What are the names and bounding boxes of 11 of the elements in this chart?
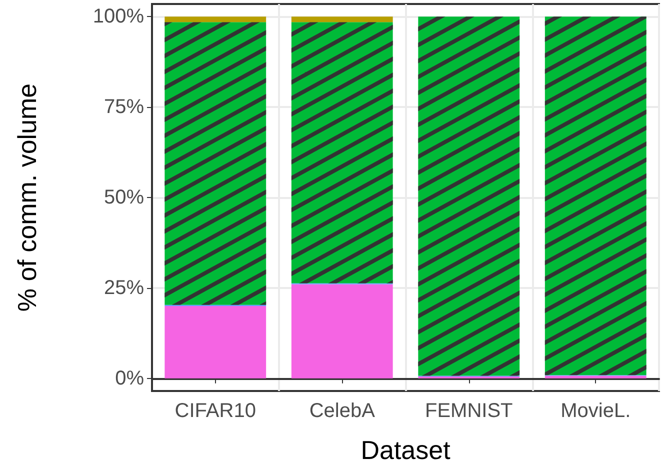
y-tick-label: 25% — [104, 276, 144, 299]
x-axis-title: Dataset — [360, 435, 452, 465]
x-tick-label: CelebA — [309, 400, 376, 422]
x-tick-label: CIFAR10 — [174, 400, 256, 422]
y-tick-label: 50% — [104, 186, 144, 208]
y-tick-label: 100% — [92, 6, 144, 28]
x-tick-label: FEMNIST — [424, 400, 513, 422]
y-tick-label: 75% — [104, 96, 144, 118]
y-axis-title: % of comm. volume — [12, 83, 42, 312]
y-tick-label: 0% — [115, 367, 144, 390]
x-tick-label: MovieL. — [560, 400, 631, 422]
